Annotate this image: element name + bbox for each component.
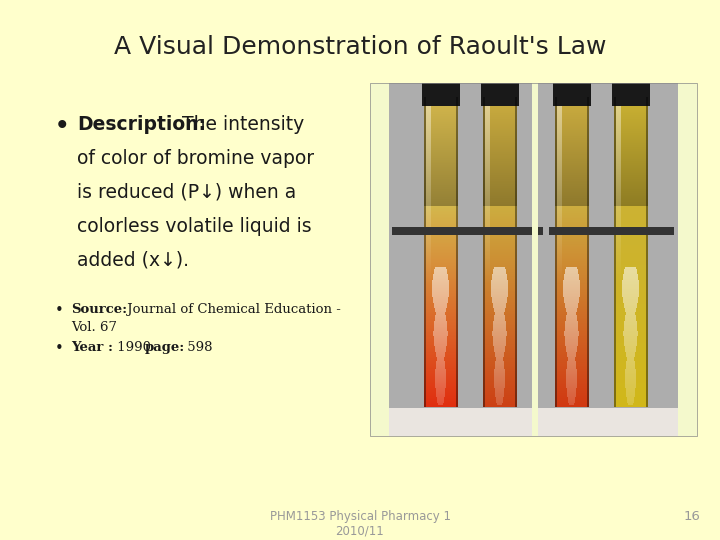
Text: •: • (55, 341, 64, 356)
Text: 598: 598 (183, 341, 212, 354)
Text: 16: 16 (683, 510, 700, 523)
Text: is reduced (P↓) when a: is reduced (P↓) when a (77, 183, 296, 202)
Text: Journal of Chemical Education -: Journal of Chemical Education - (123, 303, 341, 316)
Text: colorless volatile liquid is: colorless volatile liquid is (77, 217, 312, 236)
Text: •: • (55, 115, 70, 138)
Text: page:: page: (145, 341, 185, 354)
Text: •: • (55, 303, 64, 318)
Text: PHM1153 Physical Pharmacy 1
2010/11: PHM1153 Physical Pharmacy 1 2010/11 (269, 510, 451, 538)
Text: added (x↓).: added (x↓). (77, 251, 189, 270)
Text: 1990: 1990 (113, 341, 156, 354)
Text: Source:: Source: (71, 303, 127, 316)
Text: Year :: Year : (71, 341, 113, 354)
Text: The intensity: The intensity (182, 115, 305, 134)
Text: of color of bromine vapor: of color of bromine vapor (77, 149, 314, 168)
Text: Description:: Description: (77, 115, 206, 134)
Text: Vol. 67: Vol. 67 (71, 321, 117, 334)
Text: A Visual Demonstration of Raoult's Law: A Visual Demonstration of Raoult's Law (114, 35, 606, 59)
